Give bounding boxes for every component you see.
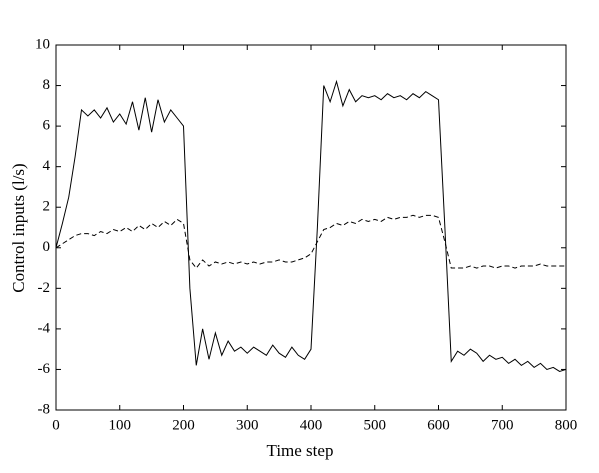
y-tick-label: -8 [38,401,51,417]
y-tick-label: -2 [38,280,51,296]
x-axis-label: Time step [267,441,334,460]
x-tick-label: 600 [427,417,450,433]
data-line [55,214,566,269]
x-tick-label: 100 [109,417,132,433]
data-line [55,79,567,373]
y-tick-label: 2 [43,199,51,215]
y-axis-label: Control inputs (l/s) [9,163,28,292]
y-tick-label: 8 [43,77,51,93]
x-tick-label: 800 [555,417,578,433]
y-tick-label: 6 [43,118,51,134]
x-tick-label: 300 [236,417,259,433]
x-tick-label: 200 [172,417,195,433]
x-tick-label: 700 [491,417,514,433]
y-tick-label: -6 [38,361,51,377]
x-tick-label: 0 [52,417,60,433]
x-tick-label: 500 [364,417,387,433]
y-tick-label: 0 [43,239,51,255]
y-tick-label: 4 [43,158,51,174]
y-tick-label: -4 [38,320,51,336]
x-tick-label: 400 [300,417,323,433]
y-tick-label: 10 [35,36,50,52]
